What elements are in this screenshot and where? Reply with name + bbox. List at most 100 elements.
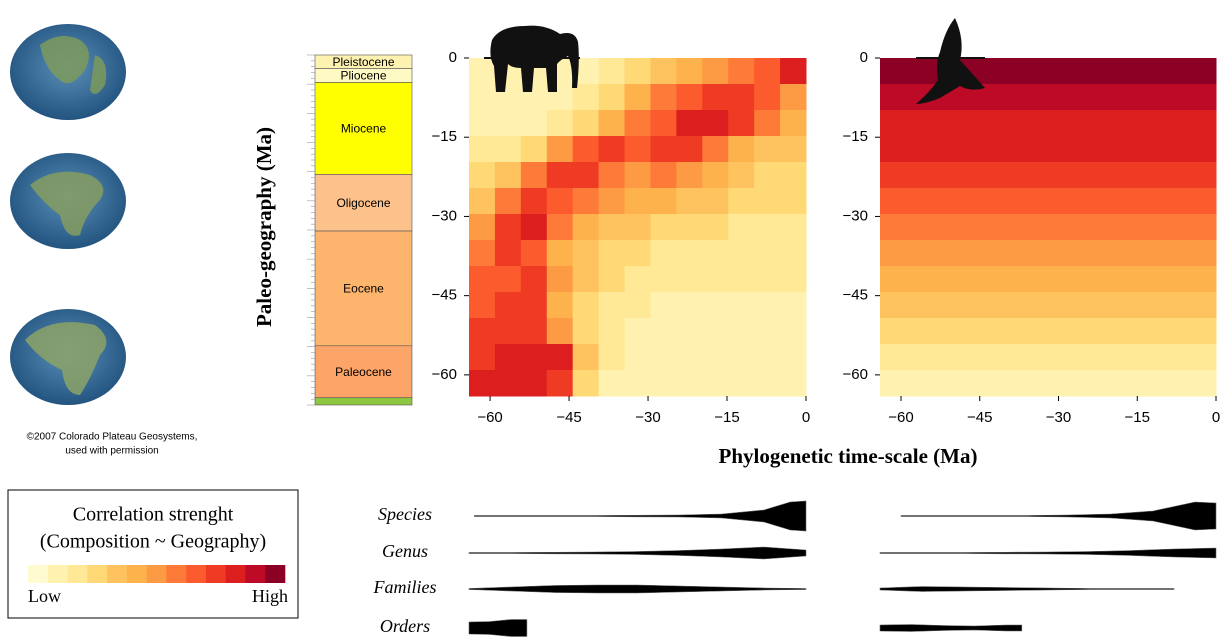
heatmap-cell <box>754 110 781 137</box>
heatmap-cell <box>546 370 574 397</box>
heatmap-cell <box>546 292 574 319</box>
legend-subtitle: (Composition ~ Geography) <box>40 531 266 553</box>
heatmap-cell <box>702 370 729 397</box>
heatmap-cell <box>520 266 548 293</box>
heatmap-cell <box>676 110 703 137</box>
heatmap-cell <box>469 370 496 397</box>
x-tick-label: −15 <box>1125 409 1150 426</box>
heatmap-cell <box>676 136 703 163</box>
heatmap-cell <box>494 188 522 215</box>
heatmap-cell <box>624 110 651 137</box>
heatmap-cell <box>494 318 522 345</box>
heatmap-cell <box>624 58 651 85</box>
heatmap-cell <box>469 214 496 241</box>
heatmap-cell <box>754 292 781 319</box>
heatmap-cell <box>754 318 781 345</box>
heatmap-cell <box>728 162 755 189</box>
heatmap-cell <box>754 58 781 85</box>
heatmap-cell <box>728 84 755 111</box>
heatmap-cell <box>520 214 548 241</box>
heatmap-cell <box>780 370 807 397</box>
heatmap-cell <box>728 344 755 371</box>
x-tick-label: 0 <box>802 409 810 426</box>
heatmap-cell <box>676 266 703 293</box>
x-tick-label: −30 <box>635 409 660 426</box>
heatmap-cell <box>520 292 548 319</box>
spindles: Species Genus Families Orders <box>373 500 1217 637</box>
heatmap-cell <box>780 188 807 215</box>
heatmap-cell <box>676 84 703 111</box>
heatmap-cell <box>702 136 729 163</box>
heatmap-cell <box>520 370 548 397</box>
heatmap-cell <box>676 58 703 85</box>
heatmap-cell <box>780 318 807 345</box>
legend-high: High <box>252 586 288 606</box>
heatmap-cell <box>676 162 703 189</box>
heatmap-cell <box>546 344 574 371</box>
heatmap-cell <box>880 370 1217 397</box>
heatmap-cell <box>469 110 496 137</box>
rank-label: Genus <box>382 541 428 561</box>
legend-swatch <box>166 565 187 583</box>
heatmap-cell <box>650 214 677 241</box>
heatmap-cell <box>780 162 807 189</box>
spindle <box>468 546 807 560</box>
heatmap-cell <box>469 318 496 345</box>
heatmap-cell <box>546 214 574 241</box>
epoch-label: Paleocene <box>335 365 392 379</box>
heatmap-cell <box>494 110 522 137</box>
legend-swatch <box>245 565 266 583</box>
heatmap-cell <box>598 58 626 85</box>
bird-silhouette <box>916 18 985 104</box>
heatmap-cell <box>880 292 1217 319</box>
heatmap-cell <box>676 214 703 241</box>
legend-box <box>7 489 299 619</box>
heatmap-cell <box>624 214 651 241</box>
heatmap-cell <box>469 240 496 267</box>
legend-swatch <box>47 565 68 583</box>
heatmap-cell <box>469 162 496 189</box>
epoch <box>314 230 413 347</box>
heatmap-cell <box>624 266 651 293</box>
heatmap-cell <box>702 292 729 319</box>
world-maps: ©2007 Colorado Plateau Geosystems, used … <box>10 24 197 457</box>
legend-swatch <box>205 565 226 583</box>
heatmap-cell <box>572 110 600 137</box>
heatmap-cell <box>650 136 677 163</box>
legend-swatch <box>186 565 207 583</box>
legend-swatch <box>225 565 246 583</box>
y-tick-label: 0 <box>860 49 868 66</box>
y-tick-label: 0 <box>449 49 457 66</box>
heatmap-cell <box>598 344 626 371</box>
heatmap-cell <box>650 240 677 267</box>
x-tick-label: 0 <box>1212 409 1220 426</box>
legend-swatch <box>107 565 128 583</box>
x-tick-label: −15 <box>714 409 739 426</box>
heatmap-cell <box>754 344 781 371</box>
map-land <box>30 171 104 236</box>
heatmap-cell <box>880 188 1217 215</box>
heatmap-cell <box>702 58 729 85</box>
spindle <box>879 624 1023 632</box>
heatmap-cell <box>676 240 703 267</box>
heatmap-cell <box>780 84 807 111</box>
heatmap-cell <box>598 84 626 111</box>
heatmap-cell <box>728 110 755 137</box>
epoch <box>314 345 413 399</box>
heatmap-cell <box>520 162 548 189</box>
heatmap-cell <box>624 344 651 371</box>
legend: Correlation strenght (Composition ~ Geog… <box>7 489 299 619</box>
heatmap-cell <box>650 266 677 293</box>
legend-title: Correlation strenght <box>73 504 234 526</box>
heatmap-cell <box>598 318 626 345</box>
y-tick-label: −45 <box>843 287 868 304</box>
heatmap-cell <box>650 84 677 111</box>
heatmap-cell <box>546 266 574 293</box>
heatmap-cell <box>780 58 807 85</box>
legend-swatch <box>87 565 108 583</box>
heatmap-cell <box>754 188 781 215</box>
heatmap-cell <box>754 240 781 267</box>
heatmap-cell <box>702 240 729 267</box>
heatmap-cell <box>880 214 1217 241</box>
heatmap-cell <box>572 240 600 267</box>
